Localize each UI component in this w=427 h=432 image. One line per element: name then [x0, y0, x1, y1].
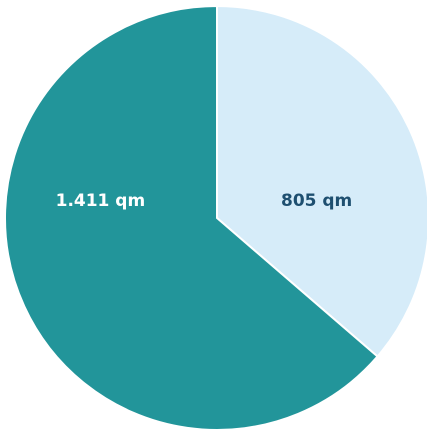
- pie-slice-label-1: 805 qm: [281, 191, 352, 211]
- pie-slices: [4, 4, 427, 431]
- pie-slice-2: [4, 4, 379, 431]
- pie-labels: 805 qm 1.411 qm: [56, 191, 353, 211]
- pie-slice-1: [216, 4, 427, 358]
- pie-slice-label-2: 1.411 qm: [56, 191, 146, 211]
